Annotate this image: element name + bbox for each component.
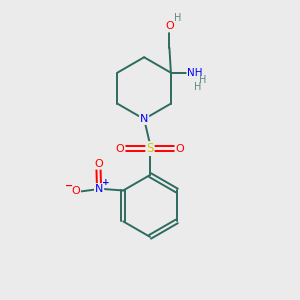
Text: O: O	[71, 186, 80, 197]
Text: N: N	[140, 114, 148, 124]
Text: H: H	[174, 13, 181, 23]
Text: NH: NH	[187, 68, 203, 78]
Text: N: N	[95, 184, 103, 194]
Text: H: H	[194, 82, 201, 92]
Text: +: +	[102, 178, 110, 187]
Text: O: O	[116, 143, 124, 154]
Text: −: −	[65, 181, 73, 191]
Text: O: O	[94, 159, 103, 169]
Text: O: O	[165, 22, 174, 32]
Text: S: S	[146, 142, 154, 155]
Text: O: O	[176, 143, 184, 154]
Text: H: H	[199, 75, 206, 85]
